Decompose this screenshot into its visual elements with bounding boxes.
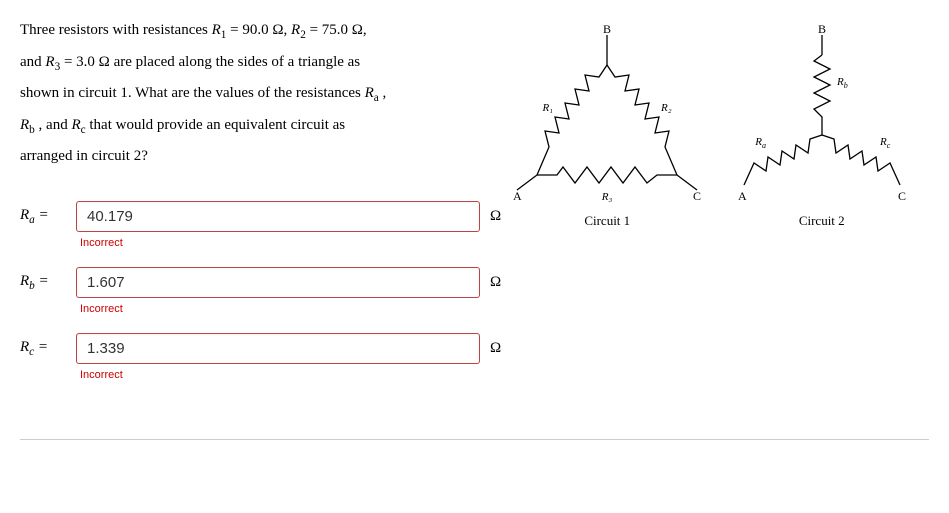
question-line-2: and R3 = 3.0 Ω are placed along the side… — [20, 54, 360, 70]
bottom-divider — [20, 439, 929, 440]
answer-unit-rb: Ω — [480, 274, 520, 291]
circuit-2-block: B A C Rb Ra Rc Circuit 2 — [722, 25, 922, 229]
question-line-3: shown in circuit 1. What are the values … — [20, 85, 386, 101]
question-line-5: arranged in circuit 2? — [20, 148, 148, 164]
answer-input-rc[interactable] — [76, 333, 480, 364]
answer-label-rb: Rb = — [20, 273, 76, 292]
question-line-1: Three resistors with resistances R1 = 90… — [20, 22, 367, 38]
answer-input-rb[interactable] — [76, 267, 480, 298]
answer-unit-rc: Ω — [480, 340, 520, 357]
circuit-2-caption: Circuit 2 — [799, 213, 845, 229]
question-text: Three resistors with resistances R1 = 90… — [20, 15, 500, 171]
circuit-1-block: B A C R₁ R₂ R₃ Circuit 1 — [507, 25, 707, 229]
rc-label: Rc — [879, 136, 891, 150]
diagrams-column: B A C R₁ R₂ R₃ Circuit 1 — [500, 15, 929, 229]
question-column: Three resistors with resistances R1 = 90… — [20, 15, 500, 399]
feedback-rb: Incorrect — [80, 303, 520, 315]
node-a-label: A — [513, 189, 522, 203]
answer-label-rc: Rc = — [20, 339, 76, 358]
node-b2-label: B — [818, 25, 826, 36]
feedback-ra: Incorrect — [80, 237, 520, 249]
r3-label: R₃ — [601, 191, 613, 203]
answer-input-ra[interactable] — [76, 201, 480, 232]
node-a2-label: A — [738, 189, 747, 203]
answer-label-ra: Ra = — [20, 207, 76, 226]
ra-label: Ra — [754, 136, 766, 150]
answer-row-rc: Rc = Ω — [20, 333, 520, 364]
node-b-label: B — [603, 25, 611, 36]
feedback-rc: Incorrect — [80, 369, 520, 381]
node-c-label: C — [693, 189, 701, 203]
circuit-1-svg: B A C R₁ R₂ R₃ — [507, 25, 707, 205]
circuit-1-caption: Circuit 1 — [584, 213, 630, 229]
answer-row-ra: Ra = Ω — [20, 201, 520, 232]
circuit-2-svg: B A C Rb Ra Rc — [722, 25, 922, 205]
question-line-4: Rb , and Rc that would provide an equiva… — [20, 117, 345, 133]
node-c2-label: C — [898, 189, 906, 203]
rb-label: Rb — [836, 76, 848, 90]
r2-label: R₂ — [660, 102, 672, 114]
top-row: Three resistors with resistances R1 = 90… — [20, 15, 929, 399]
answer-row-rb: Rb = Ω — [20, 267, 520, 298]
answers-block: Ra = Ω Incorrect Rb = Ω Incorrect Rc = Ω… — [20, 201, 520, 381]
r1-label: R₁ — [542, 102, 554, 114]
